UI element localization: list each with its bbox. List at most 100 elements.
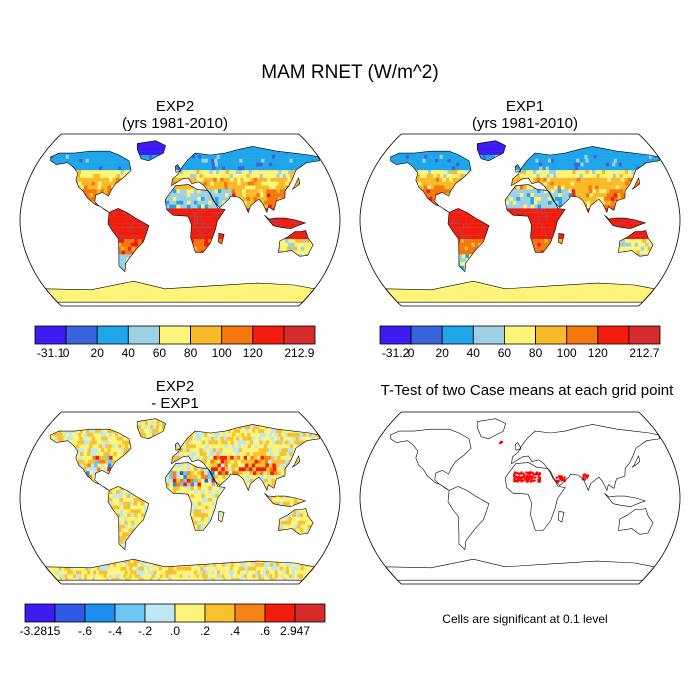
coastline-eurasia [171, 146, 320, 214]
grid-cell [139, 292, 143, 297]
grid-cell [244, 166, 249, 171]
grid-cell [150, 143, 155, 148]
grid-cell [84, 181, 89, 186]
grid-cell [52, 288, 57, 293]
grid-cell [186, 193, 191, 198]
grid-cell [435, 151, 439, 156]
grid-cell [435, 158, 439, 163]
grid-cell [580, 151, 584, 156]
grid-cell [291, 239, 296, 243]
grid-cell [438, 158, 442, 163]
grid-cell [477, 151, 482, 156]
grid-cell [202, 166, 207, 171]
grid-cell [548, 162, 553, 167]
grid-cell [73, 300, 77, 303]
grid-cell [64, 292, 69, 297]
grid-cell [281, 170, 286, 175]
grid-cell [478, 147, 482, 152]
grid-cell [285, 284, 290, 289]
grid-cell [411, 162, 416, 167]
grid-cell [189, 166, 194, 171]
grid-cell [92, 166, 97, 171]
grid-cell [90, 162, 95, 167]
grid-cell [278, 154, 282, 159]
grid-cell [251, 181, 255, 186]
grid-cell [212, 284, 217, 289]
grid-cell [197, 235, 202, 240]
grid-cell [291, 242, 295, 247]
grid-cell [81, 292, 86, 297]
grid-cell [119, 258, 124, 263]
grid-cell [204, 223, 209, 228]
grid-cell [112, 223, 117, 228]
grid-cell [296, 231, 301, 236]
grid-cell [168, 300, 173, 303]
coastline-madagascar [218, 233, 225, 245]
grid-cell [567, 162, 572, 167]
grid-cell [190, 212, 195, 217]
grid-cell [286, 158, 291, 163]
grid-cell [244, 300, 249, 303]
grid-cell [223, 158, 228, 163]
grid-cell [87, 292, 92, 297]
grid-cell [495, 151, 500, 156]
grid-cell [601, 151, 605, 156]
grid-cell [211, 223, 216, 228]
grid-cell [197, 246, 201, 251]
grid-cell [91, 170, 95, 175]
grid-cell [275, 219, 280, 224]
grid-cell [262, 154, 267, 159]
grid-cell [253, 154, 258, 159]
grid-cell [106, 162, 111, 167]
grid-cell [491, 154, 496, 159]
grid-cell [190, 204, 195, 209]
grid-cell [206, 174, 211, 178]
grid-cell [204, 231, 209, 236]
grid-cell [302, 239, 307, 243]
grid-cell [425, 177, 430, 182]
grid-cell [435, 166, 440, 171]
grid-cell [434, 170, 439, 175]
grid-cell [217, 189, 222, 194]
grid-cell [105, 154, 110, 159]
grid-cell [218, 239, 223, 243]
grid-cell [460, 158, 464, 163]
grid-cell [280, 296, 285, 301]
grid-cell [103, 296, 108, 301]
grid-cell [238, 288, 243, 293]
grid-cell [255, 189, 260, 194]
grid-cell [246, 151, 250, 156]
grid-cell [209, 170, 214, 175]
grid-cell [213, 296, 217, 301]
grid-cell [162, 292, 166, 297]
grid-cell [299, 154, 304, 159]
grid-cell [459, 174, 464, 178]
grid-cell [256, 147, 261, 152]
grid-cell [80, 185, 85, 190]
grid-cell [84, 300, 88, 303]
figure-title: MAM RNET (W/m^2) [261, 62, 439, 83]
grid-cell [79, 158, 84, 163]
grid-cell [205, 292, 210, 297]
grid-cell [476, 143, 481, 148]
grid-cell [609, 162, 613, 167]
grid-cell [265, 185, 270, 190]
grid-cell [498, 147, 503, 152]
grid-cell [158, 147, 163, 152]
grid-cell [291, 170, 296, 175]
grid-cell [633, 154, 638, 159]
grid-cell [532, 158, 536, 163]
grid-cell [439, 154, 444, 159]
grid-cell [496, 143, 501, 148]
grid-cell [76, 174, 81, 178]
grid-cell [291, 284, 296, 289]
grid-cell [224, 189, 229, 194]
grid-cell [424, 154, 428, 159]
grid-cell [83, 151, 87, 156]
grid-cell [295, 158, 300, 163]
grid-cell [240, 292, 244, 297]
grid-cell [145, 154, 150, 159]
grid-cell [221, 166, 226, 171]
grid-cell [87, 154, 91, 159]
grid-cell [108, 166, 113, 171]
